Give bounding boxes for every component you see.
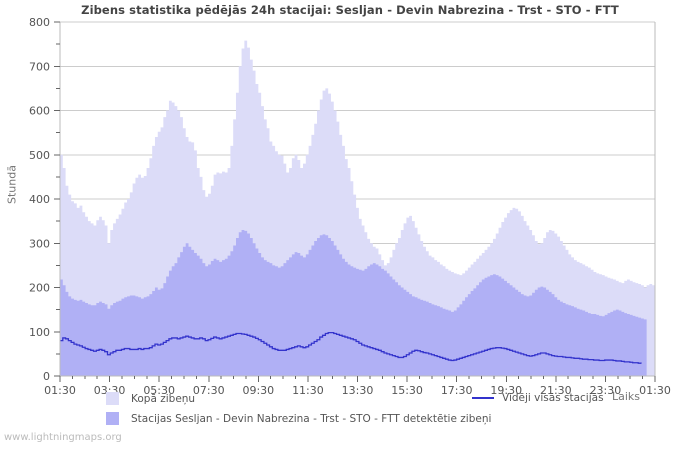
svg-text:23:30: 23:30 <box>590 384 622 397</box>
svg-text:800: 800 <box>29 16 50 29</box>
svg-text:15:30: 15:30 <box>391 384 423 397</box>
svg-text:05:30: 05:30 <box>143 384 175 397</box>
svg-text:300: 300 <box>29 237 50 250</box>
svg-text:19:30: 19:30 <box>490 384 522 397</box>
legend-label-total: Kopā zibeņu <box>131 392 196 405</box>
svg-text:200: 200 <box>29 282 50 295</box>
svg-text:11:30: 11:30 <box>292 384 324 397</box>
svg-text:600: 600 <box>29 105 50 118</box>
svg-text:09:30: 09:30 <box>242 384 274 397</box>
legend-swatch-total <box>106 392 119 405</box>
page-title: Zibens statistika pēdējās 24h stacijai: … <box>81 3 619 17</box>
svg-text:400: 400 <box>29 193 50 206</box>
site-watermark: www.lightningmaps.org <box>4 432 122 443</box>
svg-text:700: 700 <box>29 60 50 73</box>
legend-item-total[interactable]: Kopā zibeņu <box>106 392 195 405</box>
svg-text:07:30: 07:30 <box>193 384 225 397</box>
x-axis-label: Laiks <box>612 390 641 403</box>
legend-swatch-station <box>106 412 119 425</box>
svg-text:17:30: 17:30 <box>441 384 473 397</box>
legend-label-average: Vidēji visās stacijās <box>502 392 604 404</box>
svg-text:13:30: 13:30 <box>342 384 374 397</box>
svg-text:0: 0 <box>43 370 50 383</box>
legend-swatch-average <box>472 397 494 399</box>
svg-text:01:30: 01:30 <box>639 384 671 397</box>
legend-label-station: Stacijas Sesljan - Devin Nabrezina - Trs… <box>131 412 492 425</box>
svg-text:500: 500 <box>29 149 50 162</box>
svg-text:01:30: 01:30 <box>44 384 76 397</box>
legend-item-station[interactable]: Stacijas Sesljan - Devin Nabrezina - Trs… <box>106 412 491 425</box>
svg-text:21:30: 21:30 <box>540 384 572 397</box>
legend-item-average[interactable]: Vidēji visās stacijās <box>472 392 604 404</box>
svg-text:100: 100 <box>29 326 50 339</box>
